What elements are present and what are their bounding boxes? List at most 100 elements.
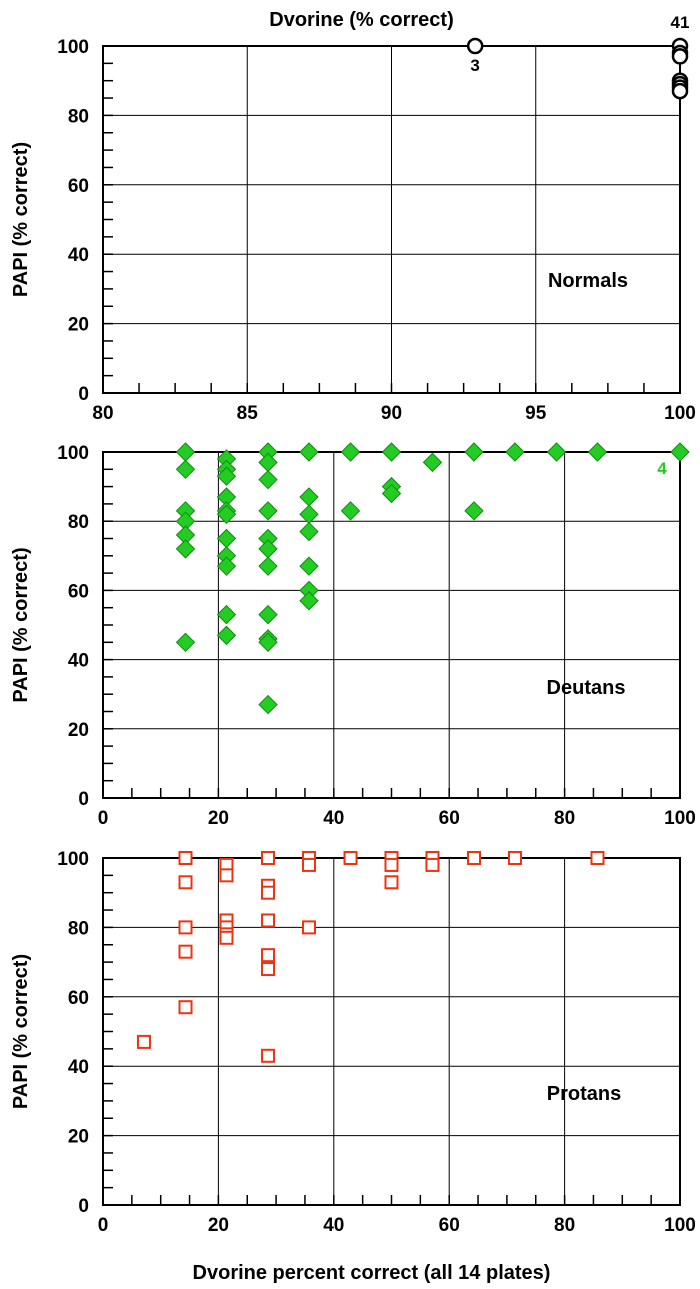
- x-tick-label: 95: [525, 403, 547, 424]
- data-point: [216, 556, 237, 576]
- y-tick-label: 20: [68, 720, 89, 741]
- data-point: [671, 48, 689, 65]
- x-tick-label: 40: [323, 808, 344, 829]
- data-point: [261, 948, 276, 963]
- data-point: [301, 920, 316, 935]
- x-tick-label: 80: [554, 808, 575, 829]
- data-point: [178, 920, 193, 935]
- data-point: [425, 857, 440, 872]
- data-point: [299, 521, 319, 542]
- data-point: [258, 604, 278, 625]
- y-tick-label: 60: [68, 176, 89, 197]
- data-point: [219, 930, 234, 945]
- data-point: [261, 962, 276, 977]
- data-point: [216, 625, 237, 646]
- data-point: [587, 442, 608, 462]
- data-point: [216, 504, 237, 524]
- data-point: [261, 913, 276, 928]
- y-tick-label: 80: [68, 918, 89, 939]
- x-tick-label: 60: [439, 1215, 460, 1236]
- y-tick-label: 20: [68, 1127, 89, 1148]
- y-tick-label: 0: [78, 1196, 89, 1217]
- data-point: [175, 632, 196, 653]
- data-point: [384, 857, 399, 872]
- data-point: [507, 851, 522, 865]
- data-point: [381, 442, 402, 462]
- plot-frame: [102, 451, 681, 799]
- x-tick-label: 60: [439, 808, 460, 829]
- data-point: [258, 556, 278, 576]
- y-axis-label: PAPI (% correct): [10, 547, 32, 702]
- data-point: [340, 442, 361, 462]
- y-tick-label: 100: [57, 443, 89, 464]
- data-point: [178, 1000, 193, 1015]
- x-tick-label: 90: [381, 403, 402, 424]
- data-point: [175, 539, 196, 559]
- data-point: [175, 442, 196, 462]
- data-point: [178, 875, 193, 890]
- plot-frame: [102, 857, 681, 1206]
- data-point: [505, 442, 525, 462]
- panel-2: 0 20 40 60 80 100 0 20 40 60 80 100 PAPI (% correct)…: [10, 849, 696, 1284]
- x-tick-label: 80: [92, 403, 113, 424]
- data-point: [175, 459, 196, 480]
- y-tick-label: 40: [68, 1057, 89, 1078]
- data-point: [216, 528, 237, 549]
- data-point: [464, 501, 484, 521]
- x-tick-label: 100: [664, 1215, 696, 1236]
- point-annotation: 3: [470, 56, 479, 75]
- data-point: [299, 442, 319, 462]
- panel-label: Protans: [547, 1083, 621, 1105]
- data-point: [219, 868, 234, 883]
- data-point: [590, 851, 605, 865]
- x-tick-label: 20: [208, 808, 229, 829]
- data-point: [299, 504, 319, 524]
- data-point: [258, 501, 278, 521]
- data-point: [299, 591, 319, 611]
- y-tick-label: 0: [78, 789, 89, 810]
- data-point: [261, 885, 276, 900]
- data-point: [340, 501, 361, 521]
- data-point: [466, 37, 484, 55]
- x-tick-label: 80: [554, 1215, 575, 1236]
- data-point: [216, 604, 237, 625]
- data-point: [258, 632, 278, 653]
- data-point: [299, 487, 319, 507]
- data-point: [384, 875, 399, 890]
- panel-label: Deutans: [547, 677, 626, 699]
- chart-title: Dvorine (% correct): [269, 9, 454, 31]
- data-point: [178, 851, 193, 865]
- data-point: [258, 694, 278, 715]
- data-point: [261, 1048, 276, 1063]
- x-tick-label: 40: [323, 1215, 344, 1236]
- data-point: [299, 556, 319, 576]
- point-annotation: 4: [657, 459, 667, 478]
- y-tick-label: 0: [78, 384, 89, 405]
- y-axis-label: PAPI (% correct): [10, 142, 32, 297]
- data-point: [422, 452, 443, 473]
- y-tick-label: 40: [68, 245, 89, 266]
- data-point: [464, 442, 484, 462]
- data-point: [467, 851, 482, 865]
- panel-label: Normals: [548, 270, 628, 292]
- x-tick-label: 100: [664, 808, 696, 829]
- x-tick-label: 85: [237, 403, 259, 424]
- data-point: [258, 469, 278, 490]
- y-tick-label: 60: [68, 581, 89, 602]
- plot-frame: [102, 45, 681, 394]
- y-tick-label: 80: [68, 106, 89, 127]
- data-point: [258, 452, 278, 473]
- y-tick-label: 20: [68, 315, 89, 336]
- data-point: [136, 1034, 151, 1049]
- data-point: [178, 944, 193, 959]
- panel-1: 0 20 40 60 80 100 0 20 40 60 80 100 PAPI (% correct)…: [10, 442, 696, 829]
- x-tick-label: 0: [98, 808, 109, 829]
- y-tick-label: 100: [57, 849, 89, 870]
- panel-0: 80 85 90 95 100 0 20 40 60 80 100 PAPI (% correct) D…: [10, 9, 696, 424]
- data-point: [216, 466, 237, 486]
- x-tick-label: 20: [208, 1215, 229, 1236]
- x-tick-label: 0: [98, 1215, 109, 1236]
- y-tick-label: 80: [68, 512, 89, 533]
- data-point: [343, 851, 358, 865]
